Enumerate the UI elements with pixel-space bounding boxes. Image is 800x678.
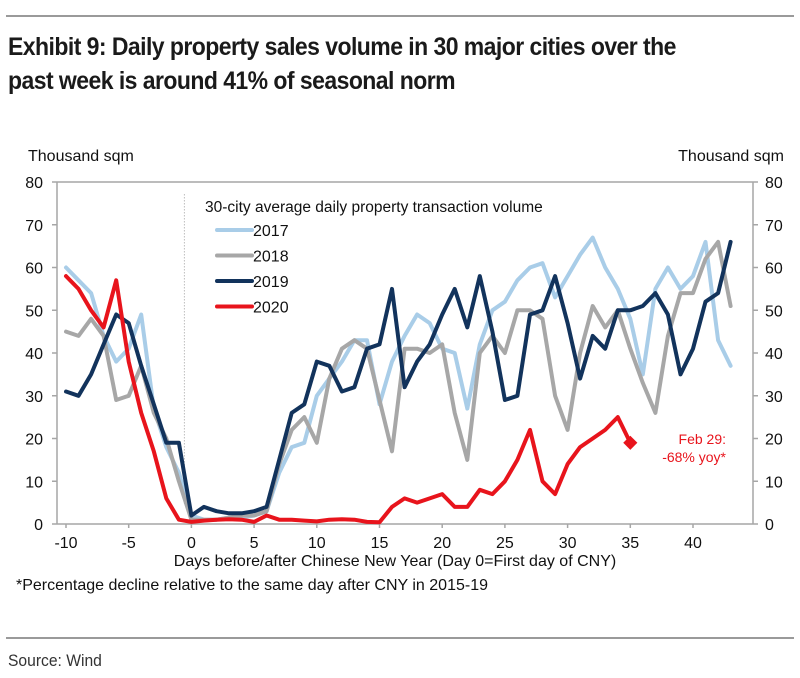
x-tick-label: 35 [621, 535, 639, 552]
left-y-tick-label: 0 [34, 517, 43, 534]
left-y-tick-label: 10 [25, 474, 43, 491]
top-divider [6, 15, 794, 17]
left-axis-unit-label: Thousand sqm [28, 148, 134, 165]
right-y-tick-label: 40 [765, 346, 783, 363]
right-axis-unit-label: Thousand sqm [678, 148, 784, 165]
right-y-tick-label: 10 [765, 474, 783, 491]
left-y-tick-label: 80 [25, 175, 43, 192]
left-y-tick-label: 60 [25, 261, 43, 278]
left-y-tick-label: 70 [25, 218, 43, 235]
x-tick-label: 30 [559, 535, 577, 552]
series-lines [64, 235, 733, 525]
right-y-tick-label: 70 [765, 218, 783, 235]
right-y-tick-label: 20 [765, 432, 783, 449]
left-y-tick-label: 30 [25, 389, 43, 406]
right-y-tick-label: 0 [765, 517, 774, 534]
left-y-tick-label: 50 [25, 303, 43, 320]
x-tick-label: 25 [496, 535, 514, 552]
legend-label-2018: 2018 [253, 249, 289, 266]
series-line-2020 [64, 274, 633, 525]
x-tick-label: 15 [371, 535, 389, 552]
series-line-2019 [64, 239, 733, 518]
x-tick-label: 10 [308, 535, 326, 552]
source-note: Source: Wind [8, 651, 102, 670]
x-tick-label: 20 [433, 535, 451, 552]
series-line-2018 [64, 239, 733, 522]
right-y-tick-label: 60 [765, 261, 783, 278]
x-tick-label: 40 [684, 535, 702, 552]
legend-label-2017: 2017 [253, 223, 289, 240]
footnote: *Percentage decline relative to the same… [16, 577, 488, 594]
right-y-tick-label: 30 [765, 389, 783, 406]
x-axis-label-text: Days before/after Chinese New Year (Day … [173, 553, 617, 570]
annotation-text: Feb 29: [679, 431, 726, 447]
series-line-2017 [64, 235, 733, 522]
left-y-tick-label: 20 [25, 432, 43, 449]
x-tick-label: -10 [54, 535, 77, 552]
legend-title: 30-city average daily property transacti… [205, 199, 543, 216]
x-axis-label: Days before/after Chinese New Year (Day … [0, 553, 800, 571]
bottom-divider [6, 637, 794, 639]
x-tick-label: 0 [187, 535, 196, 552]
legend-label-2019: 2019 [253, 274, 289, 291]
annotation-diamond-marker [623, 435, 638, 450]
x-tick-label: 5 [250, 535, 259, 552]
legend-label-2020: 2020 [253, 300, 289, 317]
chart-title: Exhibit 9: Daily property sales volume i… [8, 33, 676, 95]
x-tick-label: -5 [122, 535, 136, 552]
left-y-tick-label: 40 [25, 346, 43, 363]
annotation-text: -68% yoy* [662, 449, 726, 465]
annotation-group: Feb 29: -68% yoy* [623, 431, 727, 465]
right-y-tick-label: 50 [765, 303, 783, 320]
legend: 30-city average daily property transacti… [205, 199, 543, 317]
right-y-tick-label: 80 [765, 175, 783, 192]
